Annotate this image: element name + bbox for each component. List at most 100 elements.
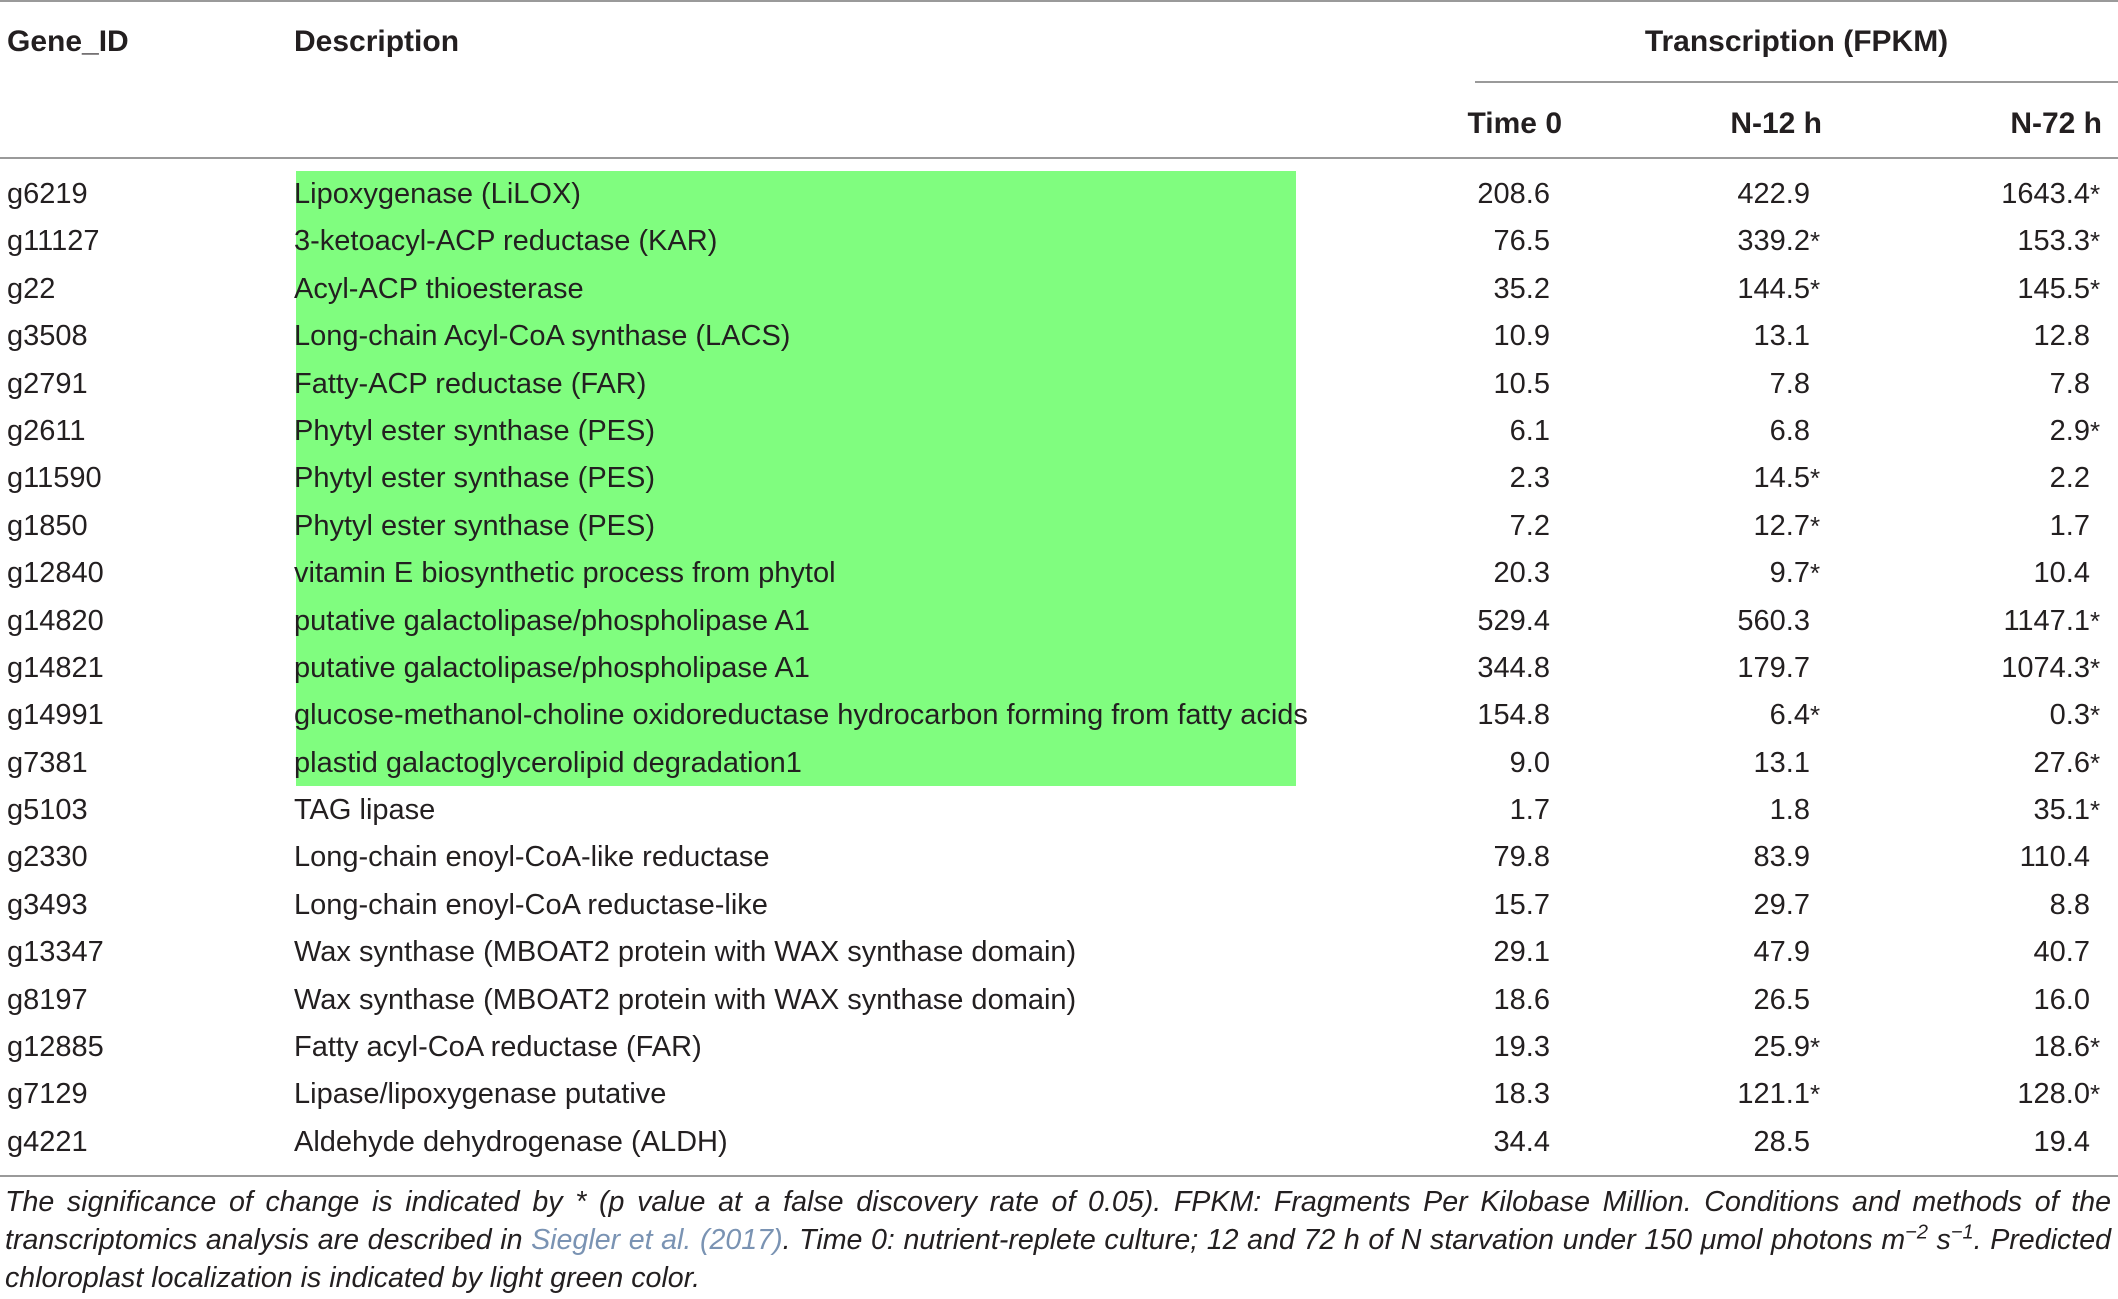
significance-marker: * bbox=[2090, 605, 2101, 636]
cell-time0-value: 35.2 bbox=[1493, 272, 1550, 305]
significance-marker: * bbox=[1810, 1032, 1821, 1063]
citation-link[interactable]: Siegler et al. (2017) bbox=[531, 1224, 783, 1256]
cell-time0-value: 529.4 bbox=[1477, 604, 1550, 637]
cell-n72-value: 1074.3 bbox=[2001, 651, 2090, 684]
cell-gene-id: g5103 bbox=[7, 794, 88, 827]
table-row: g6219 Lipoxygenase (LiLOX) 208.6 422.9 1643.… bbox=[0, 171, 2118, 218]
cell-n12-value: 13.1 bbox=[1753, 320, 1810, 353]
footnote-text-1: The significance of change is indicated … bbox=[5, 1186, 2111, 1256]
table-row: g1850 Phytyl ester synthase (PES) 7.2 12.7*… bbox=[0, 503, 2118, 550]
cell-n72: 1643.4* bbox=[1920, 171, 2102, 218]
significance-marker: * bbox=[1810, 510, 1821, 541]
cell-time0: 154.8 bbox=[1380, 692, 1562, 739]
cell-n12-value: 6.8 bbox=[1769, 414, 1810, 447]
cell-n12-value: 12.7 bbox=[1753, 509, 1810, 542]
cell-time0-value: 1.7 bbox=[1509, 794, 1550, 827]
cell-description: Phytyl ester synthase (PES) bbox=[294, 414, 656, 447]
cell-n72: 153.3* bbox=[1920, 218, 2102, 265]
cell-n72: 145.5* bbox=[1920, 266, 2102, 313]
cell-time0: 79.8 bbox=[1380, 834, 1562, 881]
cell-time0: 19.3 bbox=[1380, 1024, 1562, 1071]
cell-n72: 16.0 bbox=[1920, 977, 2102, 1024]
cell-n12-value: 13.1 bbox=[1753, 746, 1810, 779]
cell-n72-value: 2.9 bbox=[2049, 414, 2090, 447]
cell-description: Phytyl ester synthase (PES) bbox=[294, 509, 656, 542]
significance-marker: * bbox=[1810, 700, 1821, 731]
cell-description: Fatty acyl-CoA reductase (FAR) bbox=[294, 1031, 702, 1064]
cell-n72-value: 1643.4 bbox=[2001, 178, 2090, 210]
cell-time0-value: 19.3 bbox=[1493, 1031, 1550, 1064]
table-row: g2330 Long-chain enoyl-CoA-like reductase… bbox=[0, 834, 2118, 881]
cell-gene-id: g7381 bbox=[7, 746, 88, 779]
cell-n72: 27.6* bbox=[1920, 740, 2102, 787]
significance-marker: * bbox=[2090, 226, 2101, 257]
table-row: g11127 3-ketoacyl-ACP reductase (KAR) 76.5… bbox=[0, 218, 2118, 265]
cell-n72: 35.1* bbox=[1920, 787, 2102, 834]
cell-description: Wax synthase (MBOAT2 protein with WAX sy… bbox=[294, 936, 1077, 969]
cell-n72-value: 8.8 bbox=[2049, 888, 2090, 921]
cell-n72: 7.8 bbox=[1920, 361, 2102, 408]
cell-time0-value: 79.8 bbox=[1493, 841, 1550, 874]
cell-n12: 1.8 bbox=[1640, 787, 1822, 834]
cell-time0-value: 9.0 bbox=[1509, 746, 1550, 779]
cell-time0: 529.4 bbox=[1380, 598, 1562, 645]
header-gene-id: Gene_ID bbox=[7, 25, 129, 58]
cell-gene-id: g13347 bbox=[7, 936, 104, 969]
cell-n72-value: 128.0 bbox=[2017, 1078, 2090, 1111]
cell-n12: 6.4* bbox=[1640, 692, 1822, 739]
header-n72: N-72 h bbox=[2010, 107, 2102, 140]
cell-description: Long-chain Acyl-CoA synthase (LACS) bbox=[294, 320, 791, 353]
cell-description: Aldehyde dehydrogenase (ALDH) bbox=[294, 1125, 728, 1158]
cell-n72-value: 153.3 bbox=[2017, 225, 2090, 258]
cell-n12-value: 422.9 bbox=[1737, 178, 1810, 210]
table-row: g5103 TAG lipase 1.7 1.8 35.1* bbox=[0, 787, 2118, 834]
table-row: g14820 putative galactolipase/phospholipa… bbox=[0, 598, 2118, 645]
cell-description: Lipoxygenase (LiLOX) bbox=[294, 178, 581, 210]
cell-description: putative galactolipase/phospholipase A1 bbox=[294, 651, 810, 684]
cell-n12-value: 179.7 bbox=[1737, 651, 1810, 684]
cell-description: Fatty-ACP reductase (FAR) bbox=[294, 367, 647, 400]
cell-n72-value: 18.6 bbox=[2033, 1031, 2090, 1064]
cell-n12: 13.1 bbox=[1640, 313, 1822, 360]
cell-n12-value: 560.3 bbox=[1737, 604, 1810, 637]
cell-n72-value: 1.7 bbox=[2049, 509, 2090, 542]
significance-marker: * bbox=[2090, 700, 2101, 731]
cell-gene-id: g12840 bbox=[7, 557, 104, 590]
cell-n12-value: 339.2 bbox=[1737, 225, 1810, 258]
cell-n12: 179.7 bbox=[1640, 645, 1822, 692]
footnote-text-4: . Predicted chloroplast localization is … bbox=[5, 1224, 2112, 1294]
cell-n72: 2.2 bbox=[1920, 455, 2102, 502]
cell-gene-id: g6219 bbox=[7, 178, 88, 210]
footnote-exponent-1: −2 bbox=[1905, 1221, 1928, 1244]
cell-gene-id: g2611 bbox=[7, 414, 86, 447]
cell-n72: 1147.1* bbox=[1920, 598, 2102, 645]
cell-n12-value: 121.1 bbox=[1737, 1078, 1810, 1111]
cell-time0: 15.7 bbox=[1380, 882, 1562, 929]
cell-n12: 144.5* bbox=[1640, 266, 1822, 313]
cell-time0: 34.4 bbox=[1380, 1119, 1562, 1166]
header-span-rule bbox=[1475, 81, 2118, 83]
cell-description: vitamin E biosynthetic process from phyt… bbox=[294, 557, 836, 590]
table-row: g3508 Long-chain Acyl-CoA synthase (LACS)… bbox=[0, 313, 2118, 360]
cell-time0: 208.6 bbox=[1380, 171, 1562, 218]
table-row: g8197 Wax synthase (MBOAT2 protein with W… bbox=[0, 977, 2118, 1024]
cell-n72-value: 1147.1 bbox=[2003, 604, 2090, 637]
header-bottom-rule bbox=[0, 157, 2118, 159]
cell-n72: 2.9* bbox=[1920, 408, 2102, 455]
cell-n12: 29.7 bbox=[1640, 882, 1822, 929]
cell-n12: 83.9 bbox=[1640, 834, 1822, 881]
significance-marker: * bbox=[1810, 226, 1821, 257]
cell-n72: 8.8 bbox=[1920, 882, 2102, 929]
cell-n12-value: 6.4 bbox=[1769, 699, 1810, 732]
cell-gene-id: g2791 bbox=[7, 367, 88, 400]
cell-n72-value: 110.4 bbox=[2019, 841, 2090, 874]
cell-description: 3-ketoacyl-ACP reductase (KAR) bbox=[294, 225, 718, 258]
cell-gene-id: g11127 bbox=[7, 225, 100, 258]
cell-n72: 1.7 bbox=[1920, 503, 2102, 550]
header-description: Description bbox=[294, 25, 460, 58]
cell-time0: 6.1 bbox=[1380, 408, 1562, 455]
cell-n12: 25.9* bbox=[1640, 1024, 1822, 1071]
cell-gene-id: g4221 bbox=[7, 1125, 88, 1158]
significance-marker: * bbox=[2090, 1032, 2101, 1063]
table-body: g6219 Lipoxygenase (LiLOX) 208.6 422.9 1643.… bbox=[0, 171, 2118, 1166]
